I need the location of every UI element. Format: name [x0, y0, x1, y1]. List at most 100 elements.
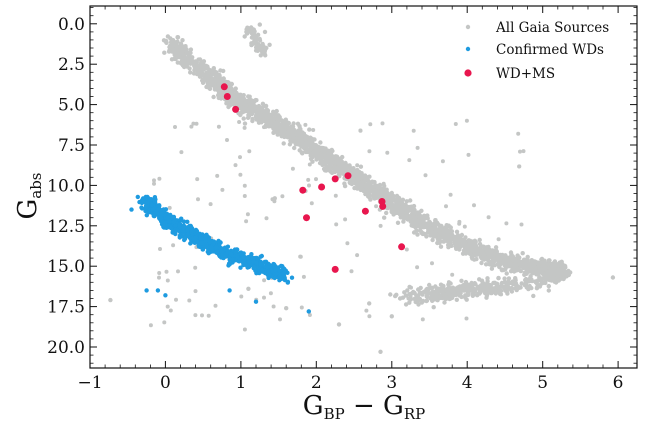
gaia-point: [247, 94, 252, 99]
gaia-point: [368, 189, 373, 194]
gaia-point: [522, 257, 527, 262]
gaia-point: [425, 213, 430, 218]
gaia-point: [364, 176, 370, 182]
gaia-point: [205, 83, 210, 89]
wd-point: [192, 237, 197, 242]
gaia-point: [237, 95, 242, 100]
gaia-point: [499, 268, 505, 273]
wd-point: [266, 269, 271, 274]
gaia-point: [470, 256, 475, 261]
gaia-point: [519, 222, 524, 227]
wd-point: [163, 220, 168, 225]
gaia-point: [424, 223, 429, 229]
gaia-point: [305, 147, 310, 152]
legend-label-all-gaia: All Gaia Sources: [495, 20, 609, 36]
gaia-point: [157, 176, 162, 181]
gaia-point: [216, 124, 221, 129]
gaia-point: [471, 286, 476, 292]
wd-ms-point: [303, 214, 310, 222]
gaia-point: [355, 175, 361, 180]
gaia-point: [230, 90, 235, 96]
gaia-point: [255, 48, 260, 53]
gaia-point: [204, 74, 209, 80]
gaia-point: [358, 164, 364, 169]
gaia-point: [169, 57, 175, 62]
gaia-point: [298, 126, 303, 132]
gaia-point: [405, 288, 410, 293]
wd-point: [150, 207, 156, 212]
gaia-point: [339, 159, 344, 164]
gaia-point: [233, 96, 239, 102]
gaia-point: [502, 276, 507, 281]
gaia-point: [484, 255, 489, 260]
wd-point: [173, 223, 178, 228]
gaia-point: [290, 166, 295, 171]
gaia-point: [450, 272, 455, 277]
gaia-point: [449, 288, 454, 294]
gaia-point: [174, 45, 179, 51]
gaia-point: [394, 193, 400, 199]
gaia-point: [517, 164, 522, 169]
gaia-point: [397, 212, 403, 217]
wd-point: [144, 288, 149, 293]
gaia-point: [215, 173, 220, 178]
gaia-point: [466, 286, 471, 291]
wd-point: [149, 202, 154, 208]
legend-marker-confirmed-wds: [465, 46, 471, 52]
x-tick-label: 1: [235, 373, 246, 393]
gaia-point: [404, 199, 409, 204]
gaia-point: [459, 294, 464, 300]
wd-point: [129, 207, 134, 212]
gaia-point: [242, 183, 247, 188]
wd-point: [238, 265, 243, 270]
gaia-point: [272, 196, 277, 201]
gaia-point: [539, 256, 545, 262]
gaia-point: [454, 238, 459, 244]
gaia-point: [317, 145, 322, 150]
gaia-point: [459, 232, 465, 238]
x-tick-label: 3: [386, 373, 397, 393]
wd-point: [146, 210, 151, 215]
gaia-point: [273, 128, 279, 133]
gaia-point: [474, 247, 480, 252]
gaia-point: [336, 322, 342, 327]
gaia-point: [447, 292, 453, 298]
wd-point: [152, 213, 157, 219]
wd-point: [204, 244, 209, 250]
wd-point: [265, 264, 270, 270]
gaia-point: [438, 244, 444, 249]
gaia-point: [504, 221, 509, 226]
gaia-point: [404, 205, 409, 210]
y-tick-label: 12.5: [47, 217, 85, 237]
gaia-point: [508, 254, 513, 259]
gaia-point: [178, 41, 184, 46]
wd-point: [161, 207, 166, 212]
gaia-point: [315, 151, 320, 156]
gaia-point: [562, 263, 568, 269]
y-tick-label: 0.0: [58, 15, 85, 35]
gaia-point: [176, 55, 182, 60]
gaia-point: [206, 66, 211, 72]
gaia-point: [409, 285, 413, 290]
gaia-point: [162, 320, 167, 325]
gaia-point: [486, 252, 491, 257]
gaia-point: [201, 65, 206, 70]
gaia-point: [287, 142, 293, 147]
gaia-point: [284, 306, 289, 311]
gaia-point: [271, 109, 276, 115]
gaia-point: [483, 246, 489, 251]
gaia-point: [400, 201, 405, 206]
gaia-point: [460, 242, 465, 247]
wd-point: [223, 254, 228, 259]
gaia-point: [429, 222, 435, 227]
gaia-point: [508, 250, 514, 255]
gaia-point: [504, 289, 510, 294]
gaia-point: [506, 276, 512, 281]
gaia-point: [360, 175, 366, 180]
gaia-point: [285, 134, 291, 140]
gaia-point: [188, 50, 193, 56]
gaia-point: [307, 313, 312, 317]
gaia-point: [295, 121, 301, 127]
gaia-point: [432, 225, 437, 230]
legend: All Gaia Sources Confirmed WDs WD+MS: [464, 20, 609, 82]
